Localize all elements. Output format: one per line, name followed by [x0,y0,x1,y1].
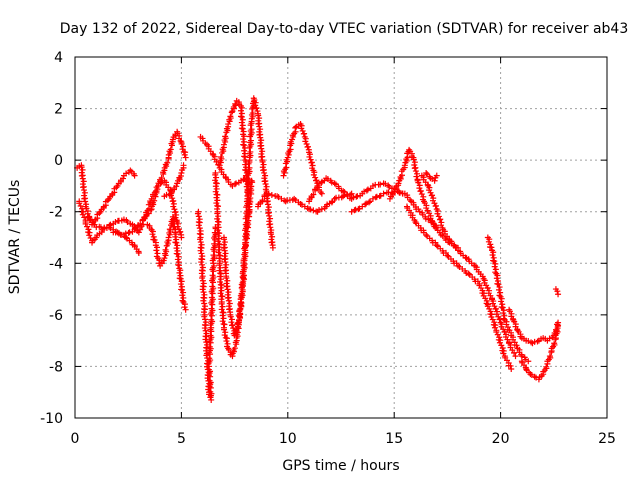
x-tick-label: 0 [71,431,80,447]
y-tick-label: 4 [54,50,63,66]
series-markers [220,95,276,339]
series-sat-q [403,203,515,373]
series-sat-f [161,162,187,200]
series-sat-s [423,170,440,184]
y-tick-label: -4 [49,256,63,272]
series-markers [484,234,532,365]
series-markers [161,162,187,200]
series-markers [518,319,562,383]
y-tick-label: -8 [49,359,63,375]
y-tick-label: 0 [54,153,63,169]
series-sat-w [552,286,562,298]
chart-title: Day 132 of 2022, Sidereal Day-to-day VTE… [60,21,629,37]
x-axis-label: GPS time / hours [282,458,399,474]
y-tick-label: -10 [40,411,63,427]
series-markers [194,208,219,403]
series-markers [386,146,462,251]
series-sat-d [110,128,189,238]
series-markers [418,172,519,360]
series-markers [110,128,189,238]
series-markers [280,121,325,197]
x-tick-label: 10 [279,431,297,447]
y-axis-label: SDTVAR / TECUs [7,180,23,295]
series-markers [423,170,440,184]
series-sat-l [255,190,355,215]
data-markers [74,95,562,403]
y-tick-label: -2 [49,205,63,221]
series-sat-k [220,95,276,339]
series-sat-e [144,213,189,313]
series-markers [144,213,189,313]
series-sat-t [484,234,532,365]
series-sat-r [418,172,519,360]
y-tick-label: -6 [49,308,63,324]
x-tick-label: 5 [177,431,186,447]
x-tick-label: 25 [598,431,616,447]
series-sat-g [194,208,219,403]
grid-lines [75,57,607,418]
series-sat-p [386,146,462,251]
y-tick-label: 2 [54,102,63,118]
series-markers [552,286,562,298]
plot-frame [74,56,608,419]
series-markers [255,190,355,215]
x-tick-label: 20 [492,431,510,447]
series-sat-m [280,121,325,197]
x-tick-label: 15 [385,431,403,447]
series-markers [403,203,515,373]
series-sat-v [518,319,562,383]
axis-ticks: 0 5 10 15 20 25 -10 -8 -6 -4 -2 0 2 4 [40,50,616,447]
